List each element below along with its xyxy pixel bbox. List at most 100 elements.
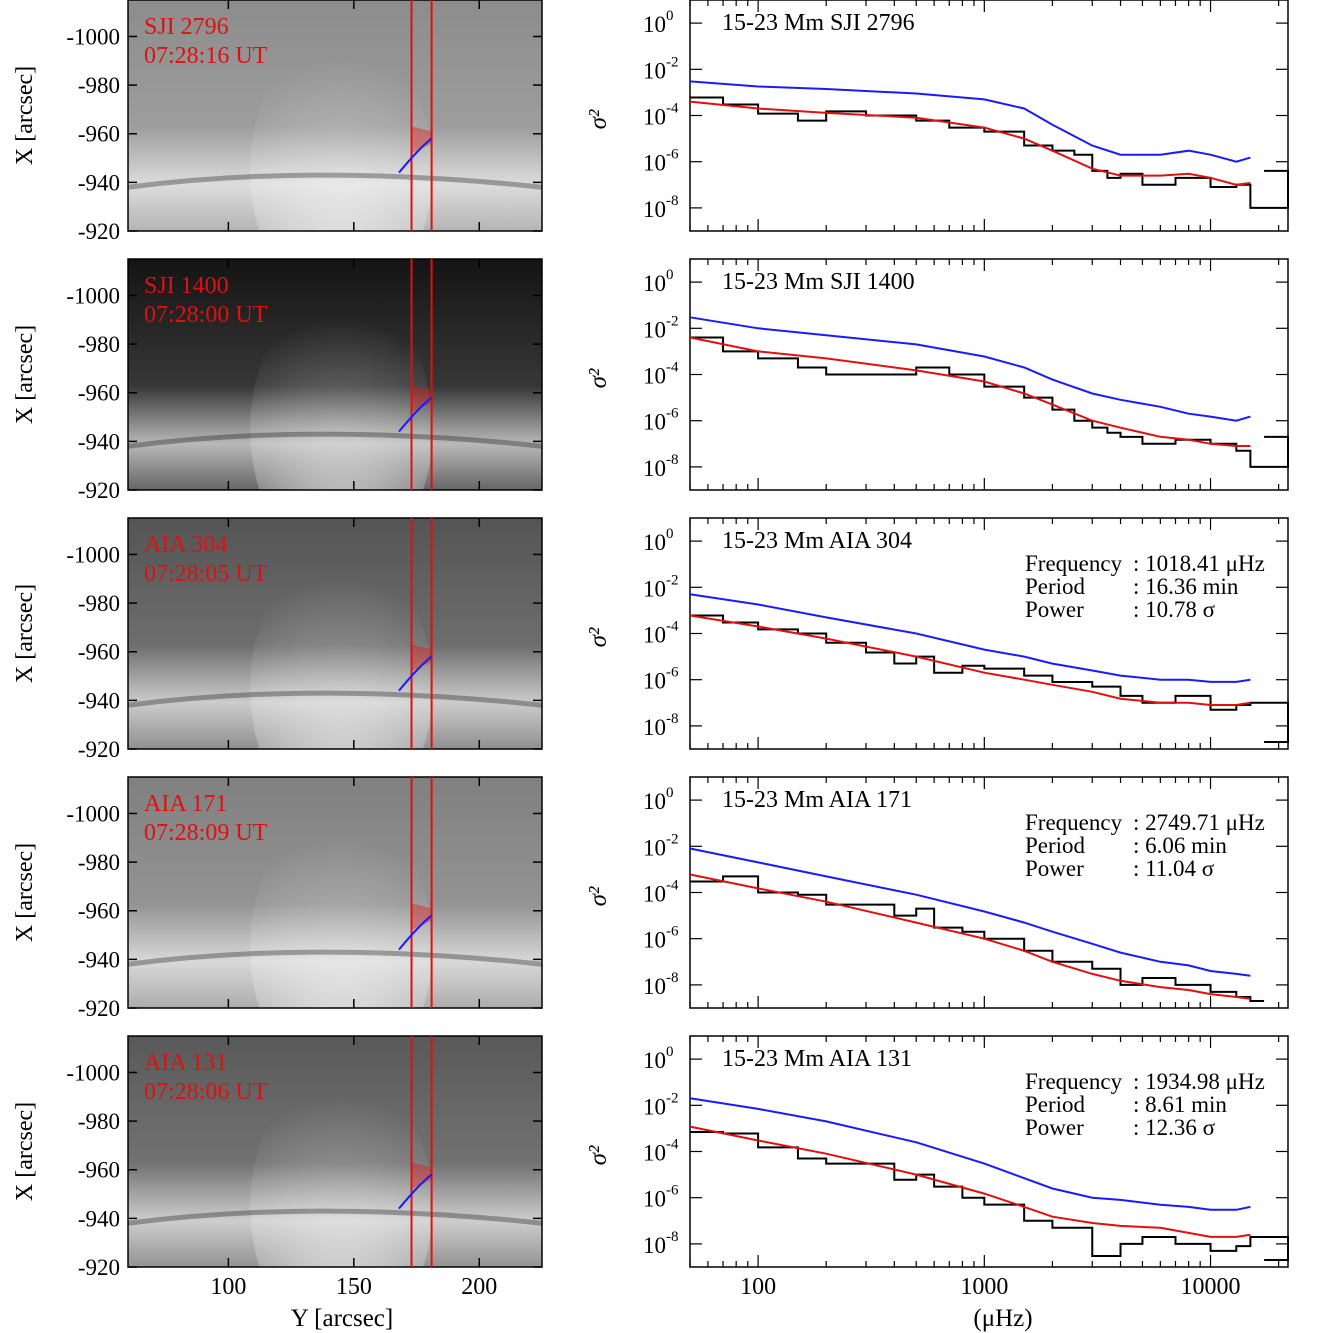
spectrum-ytick-label: 10 — [643, 271, 666, 296]
left-y-axis-label: X [arcsec] — [12, 66, 38, 165]
slit-region — [411, 903, 432, 931]
spectrum-ytick-label: 10 — [643, 669, 666, 694]
spectrum-ytick-label: 10 — [643, 410, 666, 435]
spectrum-title: 15-23 Mm AIA 131 — [722, 1046, 912, 1072]
image-ytick-label: -1000 — [66, 283, 120, 308]
spectrum-ytick-label: 10 — [643, 1048, 666, 1073]
panel-5: AIA 131 07:28:06 UT -1000 -980 -960 -940 -920 1… — [12, 1035, 1289, 1333]
spectrum-ytick-exponent: 0 — [666, 785, 674, 801]
arc-path — [398, 914, 433, 951]
spectrum-frame — [689, 517, 1289, 750]
spectrum-ytick-exponent: -2 — [666, 831, 679, 847]
spectrum-frame — [689, 0, 1289, 232]
image-band-label: AIA 171 — [144, 791, 227, 817]
spectrum-ytick-label: 10 — [643, 974, 666, 999]
spectrum-ytick-label: 10 — [643, 789, 666, 814]
image-frame — [127, 776, 543, 1009]
spectrum-ytick-label: 10 — [643, 197, 666, 222]
annotation-value: : 12.36 σ — [1133, 1115, 1216, 1140]
confidence-line — [689, 1097, 1251, 1211]
image-frame — [127, 258, 543, 491]
right-y-axis-label: σ² — [585, 109, 612, 129]
fit-line — [689, 873, 1251, 1000]
arc-path — [398, 1173, 433, 1210]
observed-spectrum — [690, 96, 1289, 209]
spectrum-ytick-label: 10 — [643, 1233, 666, 1258]
annotation-label: Power — [1025, 597, 1084, 622]
annotation-label: Power — [1025, 856, 1084, 881]
spectrum-xtick-label: 10000 — [1181, 1274, 1241, 1300]
annotation-label: Frequency — [1025, 810, 1123, 835]
annotation-label: Period — [1025, 833, 1086, 858]
image-ytick-label: -940 — [78, 170, 120, 195]
image-band-label: SJI 1400 — [144, 273, 229, 299]
image-ytick-label: -960 — [78, 640, 120, 665]
image-xtick-label: 100 — [210, 1274, 246, 1300]
spectrum-ytick-exponent: -6 — [666, 924, 679, 940]
image-ytick-label: -940 — [78, 688, 120, 713]
spectrum-ytick-label: 10 — [643, 58, 666, 83]
arc-path — [398, 396, 433, 433]
fit-line — [689, 614, 1251, 706]
image-ytick-label: -960 — [78, 1158, 120, 1183]
right-y-axis-label: σ² — [585, 1145, 612, 1165]
image-time-label: 07:28:09 UT — [144, 820, 268, 846]
jet-brightening — [250, 549, 433, 827]
left-y-axis-label: X [arcsec] — [12, 843, 38, 942]
jet-brightening — [250, 808, 433, 1086]
image-frame — [127, 517, 543, 750]
annotation-label: Frequency — [1025, 1069, 1123, 1094]
image-time-label: 07:28:06 UT — [144, 1079, 268, 1105]
fit-line — [689, 100, 1251, 186]
image-time-label: 07:28:16 UT — [144, 43, 268, 69]
fit-line — [689, 336, 1251, 447]
spectrum-ytick-label: 10 — [643, 364, 666, 389]
annotation-label: Period — [1025, 1092, 1086, 1117]
spectrum-title: 15-23 Mm SJI 1400 — [722, 269, 915, 295]
spectrum-ytick-label: 10 — [643, 623, 666, 648]
image-time-label: 07:28:00 UT — [144, 302, 268, 328]
annotation-value: : 1018.41 μHz — [1133, 551, 1265, 576]
image-ytick-label: -940 — [78, 429, 120, 454]
spectrum-xtick-label: 1000 — [960, 1274, 1008, 1300]
image-ytick-label: -920 — [78, 1255, 120, 1280]
slit-region — [411, 126, 432, 154]
spectrum-ytick-exponent: 0 — [666, 1044, 674, 1060]
confidence-line — [689, 847, 1251, 977]
image-band-label: AIA 304 — [144, 532, 227, 558]
spectrum-ytick-exponent: -2 — [666, 313, 679, 329]
left-y-axis-label: X [arcsec] — [12, 584, 38, 683]
confidence-line — [689, 316, 1251, 422]
image-ytick-label: -1000 — [66, 24, 120, 49]
image-xtick-label: 200 — [461, 1274, 497, 1300]
spectrum-title: 15-23 Mm AIA 171 — [722, 787, 912, 813]
limb-edge — [127, 431, 543, 449]
annotation-value: : 10.78 σ — [1133, 597, 1216, 622]
image-band-label: AIA 131 — [144, 1050, 227, 1076]
spectrum-ytick-label: 10 — [643, 317, 666, 342]
spectrum-ytick-label: 10 — [643, 456, 666, 481]
image-ytick-label: -920 — [78, 219, 120, 244]
annotation-label: Power — [1025, 1115, 1084, 1140]
panel-1: SJI 2796 07:28:16 UT -1000 -980 -960 -940 -920… — [12, 0, 1289, 309]
spectrum-ytick-exponent: -6 — [666, 665, 679, 681]
confidence-line — [689, 593, 1251, 683]
image-time-label: 07:28:05 UT — [144, 561, 268, 587]
image-ytick-label: -980 — [78, 591, 120, 616]
spectrum-ytick-exponent: -8 — [666, 452, 679, 468]
observed-spectrum — [690, 614, 1289, 744]
spectrum-ytick-label: 10 — [643, 882, 666, 907]
image-ytick-label: -960 — [78, 381, 120, 406]
image-xtick-label: 150 — [336, 1274, 372, 1300]
image-frame — [127, 1035, 543, 1268]
spectrum-ytick-exponent: -8 — [666, 970, 679, 986]
spectrum-ytick-exponent: -2 — [666, 1090, 679, 1106]
spectrum-ytick-label: 10 — [643, 1141, 666, 1166]
jet-brightening — [250, 290, 433, 568]
spectrum-ytick-exponent: -2 — [666, 54, 679, 70]
slit-region — [411, 644, 432, 672]
spectrum-title: 15-23 Mm AIA 304 — [722, 528, 912, 554]
spectrum-frame — [689, 258, 1289, 491]
fit-line — [689, 1125, 1251, 1238]
